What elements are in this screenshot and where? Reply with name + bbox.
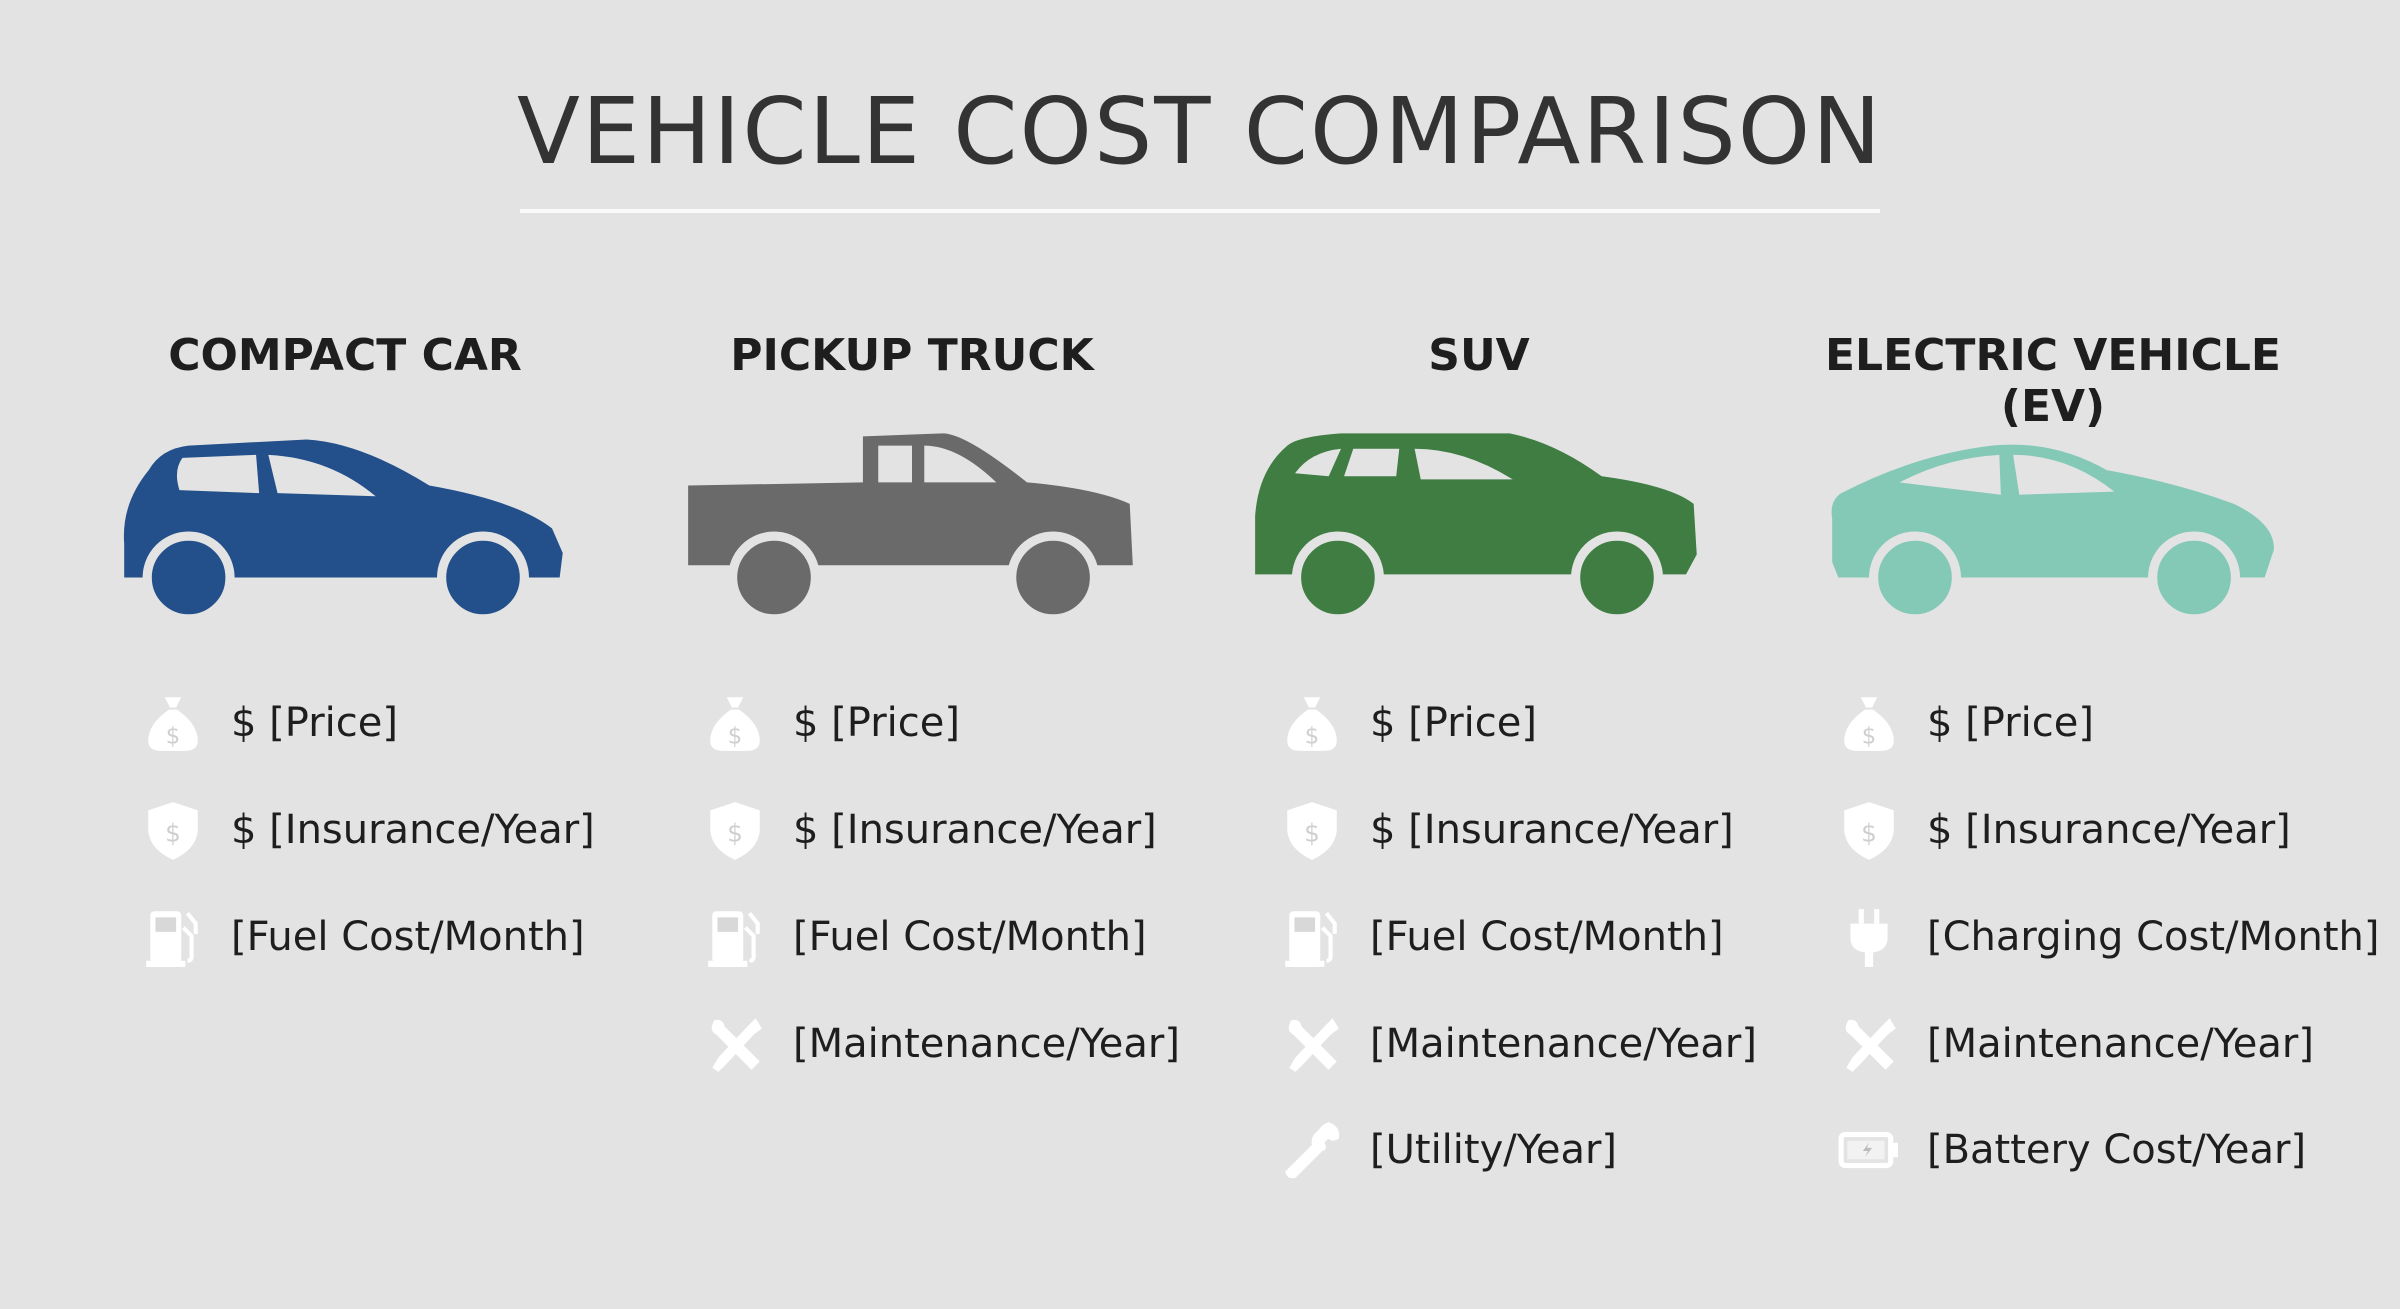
svg-text:$: $ <box>727 818 743 847</box>
cost-item-label: $ [Insurance/Year] <box>793 807 1157 853</box>
cost-item-label: [Maintenance/Year] <box>793 1021 1180 1067</box>
cost-item-label: [Maintenance/Year] <box>1370 1021 1757 1067</box>
cost-item: $ $ [Insurance/Year] <box>699 790 1157 870</box>
plug-icon <box>1833 897 1905 977</box>
cost-item: [Battery Cost/Year] <box>1833 1110 2306 1190</box>
shield-dollar-icon: $ <box>1833 790 1905 870</box>
cost-item: $ $ [Insurance/Year] <box>1833 790 2291 870</box>
cost-item-label: [Fuel Cost/Month] <box>793 914 1147 960</box>
money-bag-icon: $ <box>137 683 209 763</box>
svg-text:$: $ <box>1861 818 1877 847</box>
cost-item: [Fuel Cost/Month] <box>137 897 585 977</box>
cost-item: $ $ [Insurance/Year] <box>1276 790 1734 870</box>
battery-icon <box>1833 1110 1905 1190</box>
svg-text:$: $ <box>1305 724 1319 750</box>
cost-item-label: $ [Insurance/Year] <box>1927 807 2291 853</box>
cost-item-label: $ [Price] <box>231 700 398 746</box>
fuel-pump-icon <box>1276 897 1348 977</box>
shield-dollar-icon: $ <box>1276 790 1348 870</box>
cost-item-label: $ [Price] <box>793 700 960 746</box>
cost-item-label: [Battery Cost/Year] <box>1927 1127 2307 1173</box>
cost-item: $ $ [Price] <box>137 683 398 763</box>
cost-item-label: $ [Insurance/Year] <box>1370 807 1734 853</box>
cost-item-label: $ [Price] <box>1370 700 1537 746</box>
column-heading: COMPACT CAR <box>168 330 522 381</box>
wrench-screwdriver-icon <box>699 1004 771 1084</box>
shield-dollar-icon: $ <box>699 790 771 870</box>
cost-item: $ $ [Price] <box>1833 683 2094 763</box>
wrench-screwdriver-icon <box>1276 1004 1348 1084</box>
cost-item: [Maintenance/Year] <box>1276 1004 1757 1084</box>
cost-item-label: [Fuel Cost/Month] <box>231 914 585 960</box>
cost-item-label: [Maintenance/Year] <box>1927 1021 2314 1067</box>
svg-text:$: $ <box>728 724 742 750</box>
title-underline <box>520 209 1880 213</box>
fuel-pump-icon <box>137 897 209 977</box>
suv-vehicle-icon <box>1255 433 1697 620</box>
cost-item: [Maintenance/Year] <box>699 1004 1180 1084</box>
cost-item: $ $ [Insurance/Year] <box>137 790 595 870</box>
cost-item-label: [Fuel Cost/Month] <box>1370 914 1724 960</box>
cost-item: $ $ [Price] <box>699 683 960 763</box>
fuel-pump-icon <box>699 897 771 977</box>
shield-dollar-icon: $ <box>137 790 209 870</box>
svg-text:$: $ <box>1862 724 1876 750</box>
wrench-screwdriver-icon <box>1833 1004 1905 1084</box>
money-bag-icon: $ <box>1276 683 1348 763</box>
money-bag-icon: $ <box>1833 683 1905 763</box>
svg-text:$: $ <box>165 818 181 847</box>
cost-item: [Charging Cost/Month] <box>1833 897 2379 977</box>
cost-item-label: [Utility/Year] <box>1370 1127 1618 1173</box>
svg-text:$: $ <box>1304 818 1320 847</box>
sedan-vehicle-icon <box>1831 444 2274 620</box>
pickup-vehicle-icon <box>688 433 1133 620</box>
cost-item: $ $ [Price] <box>1276 683 1537 763</box>
cost-item: [Fuel Cost/Month] <box>1276 897 1724 977</box>
money-bag-icon: $ <box>699 683 771 763</box>
wrench-icon <box>1276 1110 1348 1190</box>
hatchback-vehicle-icon <box>123 439 563 620</box>
cost-item-label: $ [Insurance/Year] <box>231 807 595 853</box>
svg-text:$: $ <box>166 724 180 750</box>
cost-item: [Fuel Cost/Month] <box>699 897 1147 977</box>
cost-item-label: $ [Price] <box>1927 700 2094 746</box>
page-title: VEHICLE COST COMPARISON <box>517 78 1883 185</box>
cost-item: [Maintenance/Year] <box>1833 1004 2314 1084</box>
column-heading: PICKUP TRUCK <box>730 330 1094 381</box>
cost-item: [Utility/Year] <box>1276 1110 1617 1190</box>
column-heading: ELECTRIC VEHICLE (EV) <box>1824 330 2281 432</box>
cost-item-label: [Charging Cost/Month] <box>1927 914 2380 960</box>
column-heading: SUV <box>1428 330 1530 381</box>
